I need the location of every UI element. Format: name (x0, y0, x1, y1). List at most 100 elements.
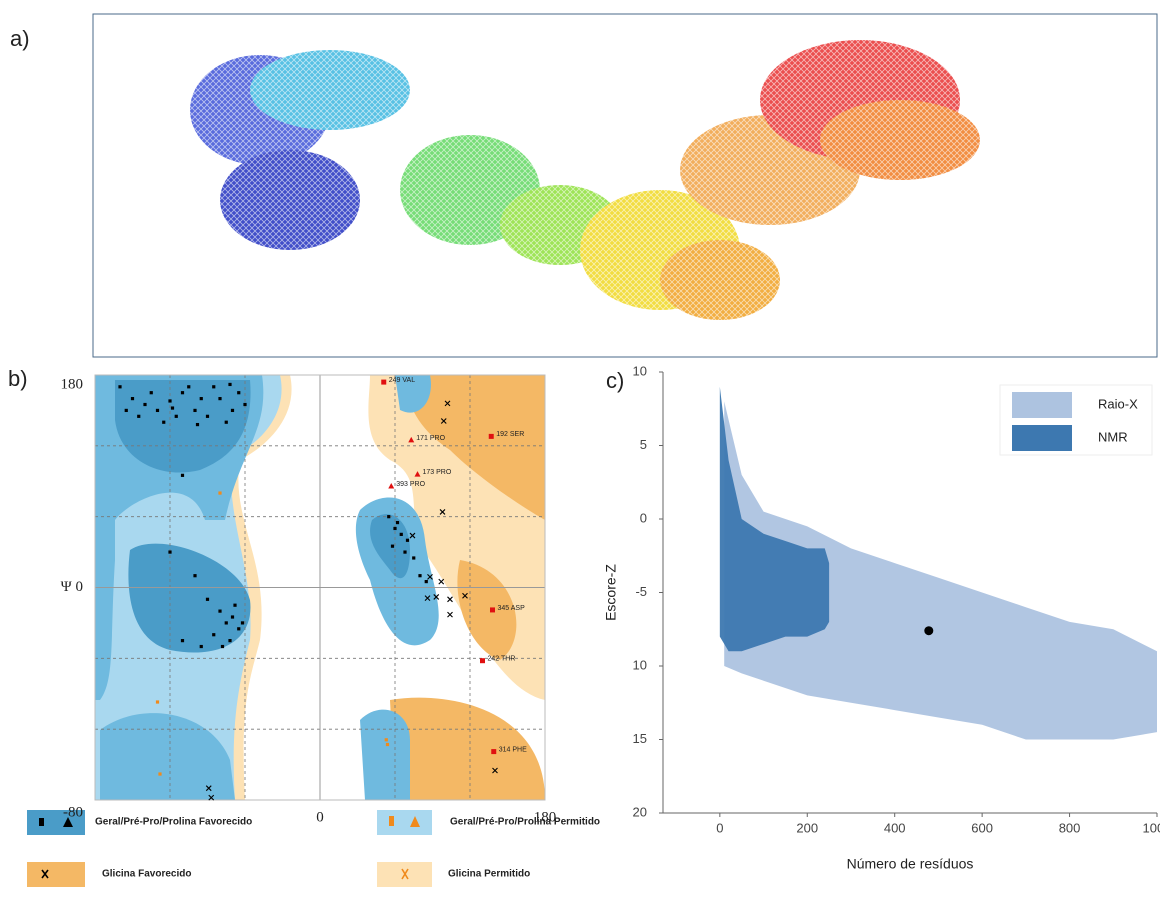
x-tick-label: 0 (316, 809, 324, 825)
outlier (489, 434, 494, 439)
x-tick-label: 400 (884, 820, 906, 835)
legend-label: Glicina Permitido (448, 869, 530, 880)
y-tick-label: 5 (640, 437, 647, 452)
point (403, 550, 406, 553)
point (168, 550, 171, 553)
point (143, 403, 146, 406)
outlier (491, 749, 496, 754)
y-tick-label: 20 (633, 804, 647, 819)
point (386, 743, 389, 746)
legend-label: Geral/Pré-Pro/Prolina Permitido (450, 817, 600, 828)
point (231, 615, 234, 618)
point (156, 700, 159, 703)
point (412, 556, 415, 559)
point (125, 409, 128, 412)
point (225, 421, 228, 424)
point (156, 409, 159, 412)
figure: a) b) c) 0180180Ψ 0-80Geral/Pré-Pro/Prol… (0, 0, 1160, 908)
point (137, 415, 140, 418)
point (396, 521, 399, 524)
point (218, 397, 221, 400)
outlier-label: 314 PHE (499, 746, 527, 753)
outlier-label: 192 SER (496, 431, 524, 438)
point (237, 391, 240, 394)
legend-label: Geral/Pré-Pro/Prolina Favorecido (95, 817, 252, 828)
point (391, 545, 394, 548)
point (131, 397, 134, 400)
point (200, 397, 203, 400)
point (171, 406, 174, 409)
outlier (490, 607, 495, 612)
point (393, 527, 396, 530)
legend-swatch (1012, 392, 1072, 418)
outlier-label: 249 VAL (389, 377, 415, 384)
y-tick-label: Ψ 0 (61, 579, 83, 595)
page: a) b) c) 0180180Ψ 0-80Geral/Pré-Pro/Prol… (0, 0, 1160, 908)
x-tick-label: 0 (716, 820, 723, 835)
legend-label: Glicina Favorecido (102, 869, 191, 880)
point (158, 772, 161, 775)
point (225, 621, 228, 624)
point (175, 415, 178, 418)
outlier-label: 171 PRO (416, 435, 445, 442)
point (181, 474, 184, 477)
point (243, 403, 246, 406)
legend-swatch (1012, 425, 1072, 451)
point (228, 639, 231, 642)
point (221, 645, 224, 648)
outlier (480, 658, 485, 663)
point (218, 610, 221, 613)
x-axis-label: Número de resíduos (847, 856, 974, 872)
point (241, 621, 244, 624)
point (231, 409, 234, 412)
outlier-label: 242 THR (488, 656, 516, 663)
y-tick-label: -80 (63, 804, 83, 820)
x-tick-label: 600 (971, 820, 993, 835)
point (196, 423, 199, 426)
point (418, 574, 421, 577)
point (181, 391, 184, 394)
point (385, 738, 388, 741)
y-tick-label: 10 (633, 363, 647, 378)
y-tick-label: -5 (635, 584, 647, 599)
point (387, 515, 390, 518)
point (206, 598, 209, 601)
point (200, 645, 203, 648)
outlier-label: 173 PRO (423, 469, 452, 476)
legend-label: Raio-X (1098, 396, 1138, 411)
panel-label: b) (8, 366, 28, 391)
x-tick-label: 800 (1059, 820, 1081, 835)
point (193, 409, 196, 412)
panel-label: a) (10, 26, 30, 51)
outlier (381, 380, 386, 385)
point (400, 533, 403, 536)
outlier-label: 393 PRO (396, 481, 425, 488)
point (406, 539, 409, 542)
point (218, 491, 221, 494)
y-tick-label: 10 (633, 657, 647, 672)
y-tick-label: 180 (61, 376, 84, 392)
protein-illustration (160, 30, 1060, 340)
x-tick-label: 200 (796, 820, 818, 835)
point (162, 421, 165, 424)
panel-label: c) (606, 368, 624, 393)
point (212, 385, 215, 388)
y-axis-label: Escore-Z (603, 564, 619, 621)
x-tick-label: 1000 (1143, 820, 1160, 835)
point (193, 574, 196, 577)
point (150, 391, 153, 394)
point (118, 385, 121, 388)
point (233, 604, 236, 607)
y-tick-label: 15 (633, 731, 647, 746)
highlight-point (924, 626, 933, 635)
legend-label: NMR (1098, 429, 1128, 444)
point (168, 399, 171, 402)
point (187, 385, 190, 388)
y-tick-label: 0 (640, 510, 647, 525)
point (206, 415, 209, 418)
point (181, 639, 184, 642)
point (228, 383, 231, 386)
point (237, 627, 240, 630)
outlier-label: 345 ASP (498, 605, 526, 612)
point (212, 633, 215, 636)
